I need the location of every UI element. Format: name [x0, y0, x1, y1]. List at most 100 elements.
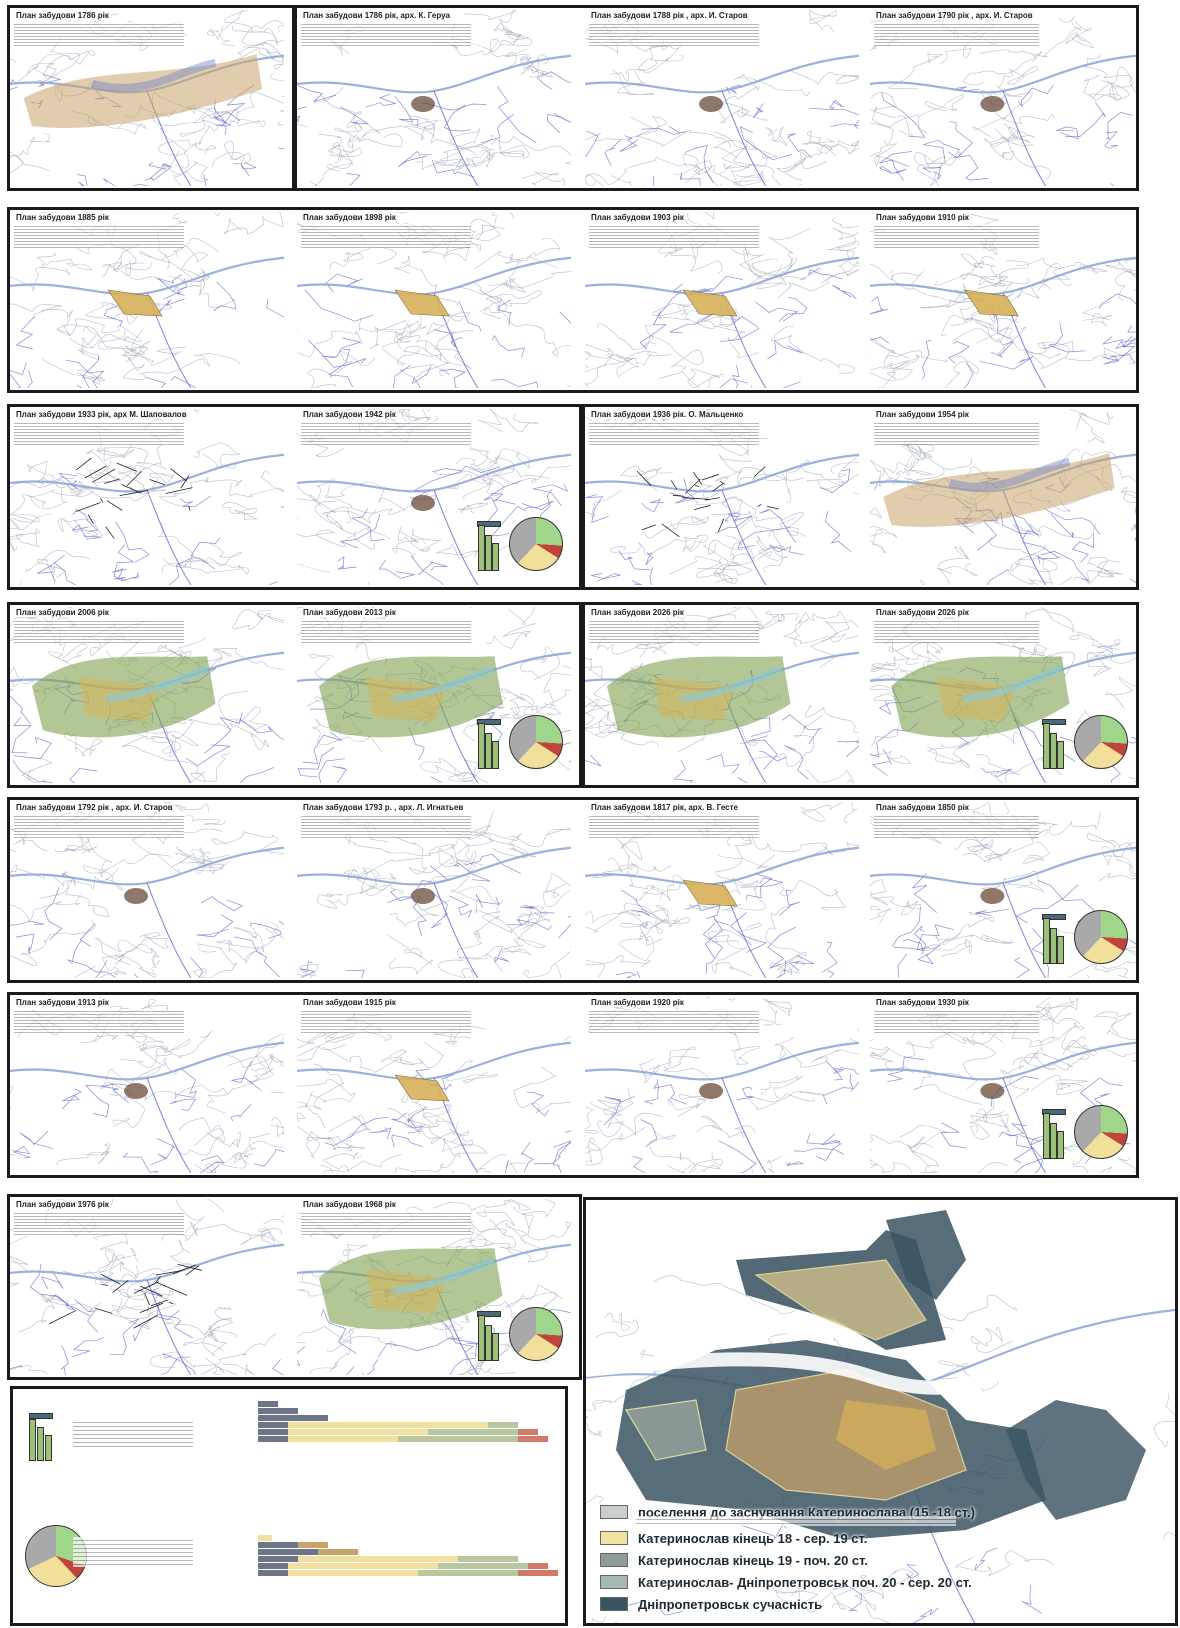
mini-pie-chart: [1074, 715, 1128, 769]
legend-bar-cap: [29, 1413, 53, 1419]
plan-map-drawing: [297, 10, 571, 186]
plan-title: План забудови 1920 рік: [589, 998, 686, 1007]
plan-map-panel: План забудови 1786 рік, арх. К. Геруа: [297, 10, 571, 186]
stats-bar-segment: [258, 1415, 328, 1421]
land-use-mini-chart: [1042, 1093, 1128, 1159]
stats-bar-segment: [298, 1556, 458, 1562]
legend-label: Дніпропетровськ сучасність: [638, 1596, 823, 1612]
plan-description-text: [874, 619, 1039, 643]
mini-bar-chart: [477, 719, 501, 769]
plan-title: План забудови 1790 рік , арх. И. Старов: [874, 11, 1035, 20]
plan-title: План забудови 1817 рік, арх. В. Гесте: [589, 803, 740, 812]
plan-map-panel: План забудови 1786 рік: [10, 10, 284, 186]
stats-stacked-bar: [258, 1422, 518, 1428]
mini-pie-chart: [1074, 910, 1128, 964]
stats-stacked-bar: [258, 1556, 518, 1562]
stats-bar-segment: [258, 1570, 288, 1576]
legend-bar: [37, 1427, 44, 1461]
legend-swatch: [600, 1553, 628, 1567]
plan-map-panel: План забудови 1885 рік: [10, 212, 284, 388]
mini-bar: [492, 543, 499, 571]
plan-map-panel: План забудови 1792 рік , арх. И. Старов: [10, 802, 284, 978]
plan-map-panel: План забудови 1954 рік: [870, 409, 1136, 585]
plan-description-text: [14, 421, 184, 445]
plan-description-text: [589, 224, 759, 248]
summary-map-zone: [1006, 1400, 1146, 1520]
stats-bar-segment: [518, 1429, 538, 1435]
plan-title: План забудови 1936 рік. О. Мальценко: [589, 410, 746, 419]
mini-bar: [478, 525, 485, 571]
stats-bar-segment: [488, 1422, 518, 1428]
plan-title: План забудови 1792 рік , арх. И. Старов: [14, 803, 175, 812]
plan-map-panel: План забудови 1942 рік: [297, 409, 571, 585]
plan-map-drawing: [585, 607, 859, 783]
legend-label: Катеринослав- Дніпропетровськ поч. 20 - …: [638, 1574, 972, 1590]
plan-description-text: [301, 1211, 471, 1235]
plan-title: План забудови 1898 рік: [301, 213, 398, 222]
plan-map-drawing: [585, 997, 859, 1173]
plan-map-panel: План забудови 1930 рік: [870, 997, 1136, 1173]
stats-bar-segment: [518, 1570, 558, 1576]
stats-bar-segment: [258, 1535, 272, 1541]
stats-bar-legend-icon: [29, 1413, 53, 1461]
mini-bar-chart: [1042, 719, 1066, 769]
plan-map-panel: План забудови 1793 р. , арх. Л. Игнатьев: [297, 802, 571, 978]
stats-bar-segment: [258, 1542, 298, 1548]
legend-label: поселення до заснування Катеринослава (1…: [638, 1504, 975, 1520]
plan-description-text: [874, 224, 1039, 248]
stats-stacked-bar: [258, 1549, 358, 1555]
stats-stacked-bar: [258, 1570, 558, 1576]
mini-pie-chart: [1074, 1105, 1128, 1159]
plan-map-panel: План забудови 1933 рік, арх М. Шаповалов: [10, 409, 284, 585]
legend-swatch: [600, 1531, 628, 1545]
mini-bar: [1050, 733, 1057, 769]
stats-bar-segment: [258, 1549, 318, 1555]
mini-bar: [485, 733, 492, 769]
land-use-mini-chart: [477, 505, 563, 571]
plan-description-text: [14, 814, 184, 838]
mini-bar: [1050, 928, 1057, 964]
stats-stacked-bar: [258, 1429, 538, 1435]
stats-bar-segment: [258, 1563, 288, 1569]
plan-title: План забудови 1910 рік: [874, 213, 971, 222]
legend-swatch: [600, 1505, 628, 1519]
plan-title: План забудови 1915 рік: [301, 998, 398, 1007]
plan-description-text: [589, 619, 759, 643]
stats-stacked-bar: [258, 1415, 328, 1421]
plan-description-text: [14, 619, 184, 643]
plan-map-panel: План забудови 1790 рік , арх. И. Старов: [870, 10, 1136, 186]
plan-description-text: [589, 421, 759, 445]
plan-description-text: [14, 1211, 184, 1235]
mini-bar-chart: [1042, 914, 1066, 964]
stats-bar-segment: [428, 1429, 518, 1435]
land-use-mini-chart: [1042, 898, 1128, 964]
stats-bar-segment: [528, 1563, 548, 1569]
stats-bar-segment: [258, 1401, 278, 1407]
stats-bar-segment: [438, 1563, 528, 1569]
plan-description-text: [301, 814, 471, 838]
mini-pie-chart: [509, 1307, 563, 1361]
summary-map: поселення до заснування Катеринослава (1…: [572, 1197, 1180, 1628]
plan-map-panel: План забудови 2026 рік: [870, 607, 1136, 783]
legend-label: Катеринослав кінець 19 - поч. 20 ст.: [638, 1552, 868, 1568]
mini-bar: [1043, 723, 1050, 769]
legend-swatch: [600, 1597, 628, 1611]
plan-title: План забудови 1850 рік: [874, 803, 971, 812]
summary-map-zone: [836, 1400, 936, 1470]
plan-title: План забудови 1930 рік: [874, 998, 971, 1007]
mini-pie-chart: [509, 715, 563, 769]
plan-map-drawing: [297, 1199, 571, 1375]
legend-label: Катеринослав кінець 18 - сер. 19 ст.: [638, 1530, 868, 1546]
stats-bar-segment: [258, 1408, 298, 1414]
plan-description-text: [589, 814, 759, 838]
mini-bar-cap: [1042, 914, 1066, 920]
mini-bar: [1057, 1131, 1064, 1159]
mini-bar: [1057, 741, 1064, 769]
plan-map-panel: План забудови 1850 рік: [870, 802, 1136, 978]
plan-description-text: [874, 421, 1039, 445]
stats-bar-segment: [418, 1570, 518, 1576]
legend-row: поселення до заснування Катеринослава (1…: [600, 1503, 975, 1521]
plan-map-drawing: [585, 802, 859, 978]
summary-map-zone: [625, 1399, 707, 1461]
mini-bar: [478, 1315, 485, 1361]
